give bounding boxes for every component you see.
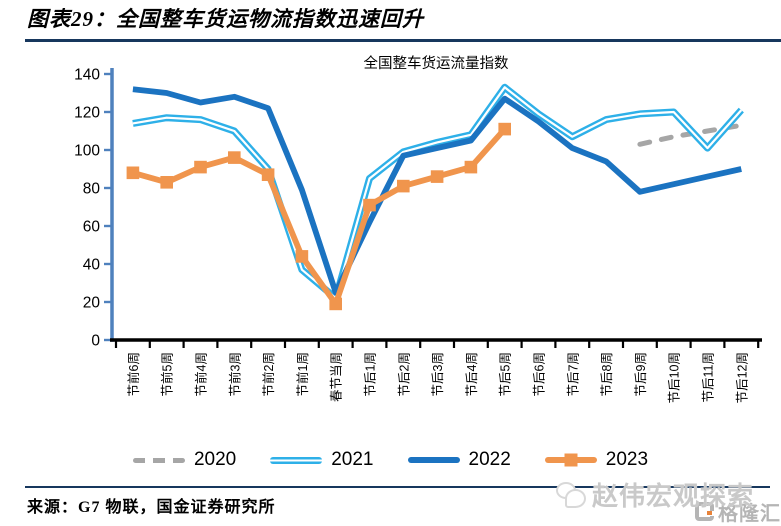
gelonghui-logo: 格隆汇: [695, 497, 781, 526]
chart-title: 全国整车货运流量指数: [363, 56, 509, 72]
x-tick-label: 节前4周: [194, 352, 209, 396]
x-tick-label: 节后10周: [668, 352, 682, 403]
series-2023-marker: [160, 176, 173, 189]
series-2023-marker: [126, 166, 140, 180]
legend-label-2021: 2021: [331, 449, 374, 470]
legend-item-2023: 2023: [544, 449, 649, 471]
legend-swatch-2021: [270, 456, 323, 464]
x-tick-label: 节前5周: [160, 352, 175, 396]
y-tick-label: 120: [74, 105, 100, 122]
x-tick-label: 春节当周: [330, 352, 344, 402]
legend-swatch-2023: [544, 453, 597, 467]
series-2023-marker: [295, 250, 309, 263]
gelonghui-logo-text: 格隆汇: [718, 503, 781, 525]
legend-label-2020: 2020: [193, 449, 237, 470]
legend-marker-2023: [564, 453, 578, 467]
watermark-text: 赵伟宏观探索: [592, 481, 755, 511]
x-tick-label: 节后6周: [533, 352, 547, 396]
series-2023-marker: [228, 151, 241, 164]
watermark: 赵伟宏观探索: [556, 476, 754, 513]
legend-item-2020: 2020: [132, 449, 237, 471]
title-divider: [25, 39, 781, 42]
x-tick-label: 节后12周: [735, 352, 749, 403]
x-tick-label: 节前3周: [227, 352, 242, 396]
y-tick-label: 100: [74, 143, 100, 160]
series-2022-line: [132, 86, 742, 296]
legend-swatch-2020: [132, 457, 185, 463]
y-tick-label: 20: [83, 295, 101, 312]
series-2023-marker: [363, 198, 376, 212]
legend-label-2022: 2022: [468, 449, 511, 470]
x-tick-label: 节前1周: [295, 352, 310, 396]
x-tick-label: 节后8周: [600, 352, 614, 396]
x-tick-label: 节后1周: [364, 352, 378, 396]
footer-divider: [25, 486, 770, 488]
y-tick-label: 140: [74, 67, 100, 84]
legend-label-2023: 2023: [605, 449, 649, 470]
chart-legend: 2020 2021 2022 2023: [0, 449, 781, 471]
x-tick-label: 节前6周: [126, 352, 141, 396]
series-2023-marker: [498, 122, 511, 136]
gelonghui-logo-icon: [695, 502, 714, 521]
x-tick-label: 节后9周: [634, 352, 648, 396]
x-tick-label: 节后4周: [465, 352, 479, 396]
series-2023-marker: [397, 179, 410, 193]
x-tick-label: 节后5周: [499, 352, 513, 396]
x-tick-label: 节后11周: [702, 352, 716, 402]
x-tick-label: 节后2周: [397, 352, 411, 396]
series-2023-line: [132, 127, 507, 307]
line-chart: 0 20 40 60 80 100 120 140 节前6周 节前5周 节前4周 节前3周 节前2周 节前…: [74, 67, 762, 403]
chat-bubble-icon: [556, 481, 586, 508]
series-2021-line: [132, 83, 744, 302]
y-tick-label: 60: [83, 219, 101, 236]
legend-item-2022: 2022: [407, 449, 511, 471]
figure-title: 图表29：全国整车货运物流指数迅速回升: [27, 7, 424, 31]
series-2023-marker: [430, 170, 444, 183]
series-2023-marker: [194, 160, 207, 174]
source-note: 来源：G7 物联，国金证券研究所: [27, 499, 276, 516]
x-tick-label: 节前2周: [261, 352, 276, 396]
series-2023-marker: [261, 168, 275, 181]
x-tick-label: 节后7周: [566, 352, 580, 396]
y-tick-label: 80: [83, 181, 101, 198]
y-tick-label: 40: [83, 257, 101, 274]
legend-item-2021: 2021: [270, 449, 374, 471]
x-tick-label: 节后3周: [431, 352, 445, 396]
y-tick-label: 0: [91, 333, 100, 350]
series-2021-line-core: [132, 86, 743, 300]
series-2023-marker: [329, 297, 342, 311]
series-2023-marker: [464, 160, 478, 174]
legend-swatch-2022: [407, 457, 460, 463]
